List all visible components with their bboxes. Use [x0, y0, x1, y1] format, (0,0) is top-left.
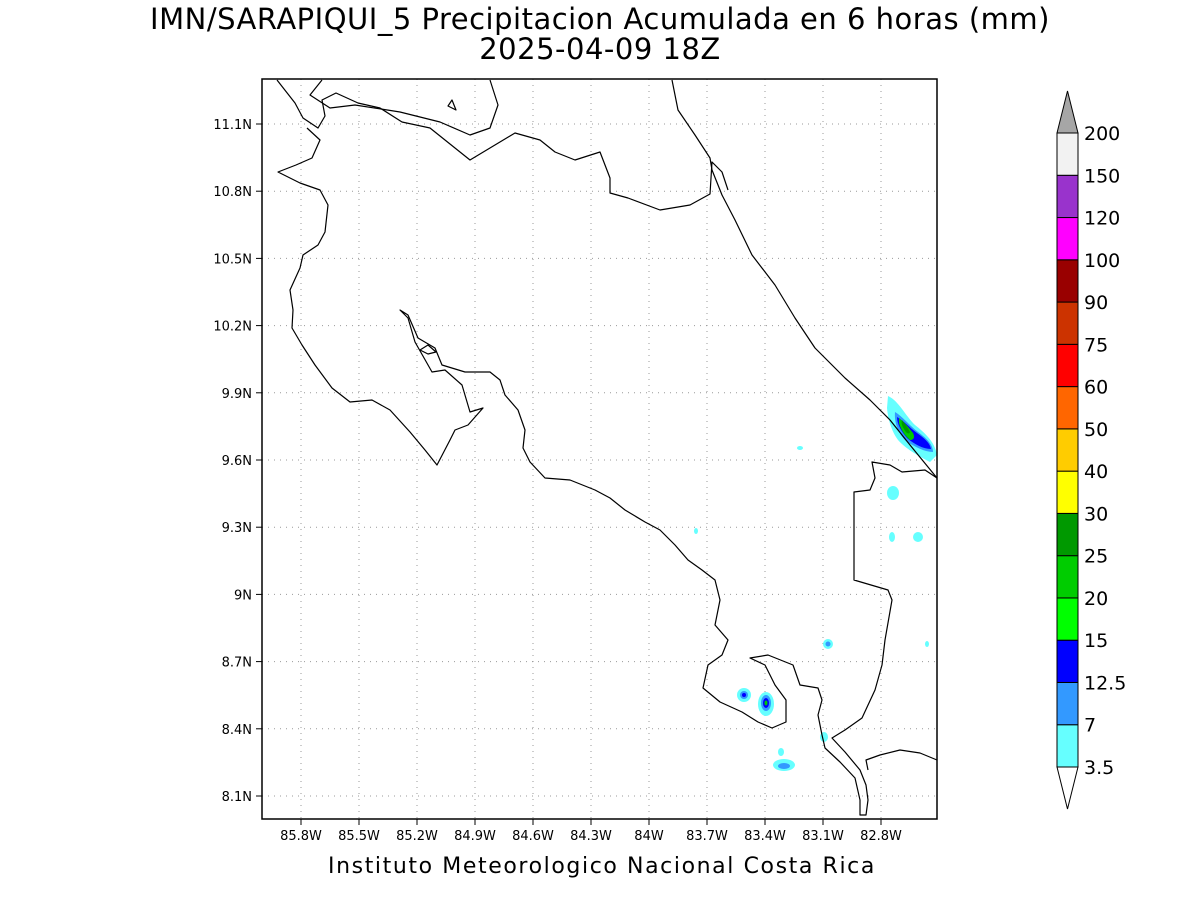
colorbar-bottom-arrow [1056, 766, 1079, 810]
lon-tick-label: 85.5W [338, 829, 380, 844]
lat-tick-label: 9N [234, 588, 252, 603]
lat-tick-label: 9.3N [222, 521, 252, 536]
lat-tick-label: 9.9N [222, 387, 252, 402]
lon-tick-label: 83.4W [744, 829, 786, 844]
lon-tick-label: 83.1W [802, 829, 844, 844]
colorbar-swatch [1056, 597, 1079, 641]
colorbar-swatch [1056, 428, 1079, 472]
lat-tick-label: 9.6N [222, 454, 252, 469]
precipitation-cells [694, 396, 937, 771]
colorbar-label: 25 [1084, 546, 1108, 568]
rain-cell-golfito-a [823, 639, 833, 649]
colorbar-label: 20 [1084, 588, 1108, 610]
colorbar: 3.5 7 12.5 15 20 25 30 40 50 60 75 90 100 120 150 200 [1056, 90, 1126, 810]
lat-tick-label: 8.1N [222, 790, 252, 805]
map-title: IMN/SARAPIQUI_5 Precipitacion Acumulada … [150, 2, 1050, 36]
lat-tick-label: 8.4N [222, 723, 252, 738]
longitude-axis: 85.8W 85.5W 85.2W 84.9W 84.6W 84.3W 84W 83.7W 83… [280, 819, 902, 844]
rain-cell-burica [773, 748, 795, 771]
footer-credit: Instituto Meteorologico Nacional Costa R… [328, 854, 876, 879]
colorbar-swatch [1056, 301, 1079, 345]
colorbar-swatch [1056, 217, 1079, 261]
map-grid [262, 79, 937, 819]
lon-tick-label: 83.7W [686, 829, 728, 844]
colorbar-swatch [1056, 174, 1079, 219]
colorbar-label: 100 [1084, 250, 1120, 272]
colorbar-label: 30 [1084, 503, 1108, 525]
colorbar-swatch [1056, 681, 1079, 726]
rain-cell [694, 528, 698, 534]
rain-cell-osa-b [758, 692, 774, 716]
colorbar-swatch [1056, 512, 1079, 557]
colorbar-label: 120 [1084, 208, 1120, 230]
lon-tick-label: 84W [634, 829, 664, 844]
colorbar-label: 150 [1084, 165, 1120, 187]
lat-tick-label: 10.2N [213, 320, 252, 335]
colorbar-swatch [1056, 343, 1079, 388]
colorbar-swatch [1056, 724, 1079, 768]
colorbar-label: 7 [1084, 715, 1096, 737]
colorbar-swatch [1056, 470, 1079, 514]
rain-cell [925, 641, 929, 647]
lon-tick-label: 84.6W [512, 829, 554, 844]
latitude-axis: 11.1N 10.8N 10.5N 10.2N 9.9N 9.6N 9.3N 9N 8.7N 8.… [213, 118, 262, 805]
map-datetime: 2025-04-09 18Z [479, 32, 721, 66]
lat-tick-label: 8.7N [222, 656, 252, 671]
lon-tick-label: 82.8W [860, 829, 902, 844]
lat-tick-label: 10.8N [213, 185, 252, 200]
colorbar-label: 12.5 [1084, 672, 1126, 694]
colorbar-swatch [1056, 639, 1079, 683]
rain-cell [797, 446, 803, 450]
map-frame [261, 78, 938, 820]
lon-tick-label: 85.2W [396, 829, 438, 844]
colorbar-swatch [1056, 386, 1079, 430]
coastlines [276, 79, 938, 816]
colorbar-swatch [1056, 259, 1079, 303]
lat-tick-label: 11.1N [213, 118, 252, 133]
lat-tick-label: 10.5N [213, 252, 252, 267]
rain-cell [889, 532, 895, 542]
rain-cell [887, 486, 899, 500]
rain-cell [913, 532, 923, 542]
rain-cell-caribbean [887, 396, 937, 462]
lon-tick-label: 84.9W [454, 829, 496, 844]
colorbar-label: 50 [1084, 419, 1108, 441]
rain-cell-osa-a [737, 688, 751, 702]
lon-tick-label: 84.3W [570, 829, 612, 844]
colorbar-label: 90 [1084, 292, 1108, 314]
colorbar-label: 40 [1084, 461, 1108, 483]
colorbar-label: 3.5 [1084, 757, 1114, 779]
colorbar-label: 15 [1084, 630, 1108, 652]
colorbar-label: 75 [1084, 334, 1108, 356]
colorbar-swatch [1056, 132, 1079, 176]
lon-tick-label: 85.8W [280, 829, 322, 844]
colorbar-label: 200 [1084, 123, 1120, 145]
colorbar-swatch [1056, 555, 1079, 599]
colorbar-top-arrow [1056, 90, 1079, 134]
colorbar-label: 60 [1084, 377, 1108, 399]
